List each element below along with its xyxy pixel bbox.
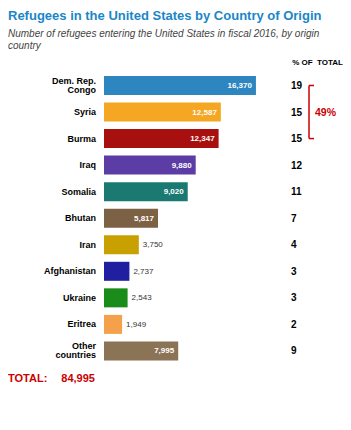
svg-text:16,370: 16,370 bbox=[227, 81, 252, 90]
svg-text:12,587: 12,587 bbox=[192, 108, 217, 117]
svg-text:19: 19 bbox=[291, 80, 303, 91]
svg-text:12,347: 12,347 bbox=[190, 134, 215, 143]
svg-text:Somalia: Somalia bbox=[61, 187, 97, 197]
svg-text:Burma: Burma bbox=[67, 134, 97, 144]
svg-text:Eritrea: Eritrea bbox=[67, 319, 97, 329]
svg-text:Iran: Iran bbox=[79, 240, 96, 250]
svg-text:2,543: 2,543 bbox=[132, 293, 153, 302]
svg-text:2,737: 2,737 bbox=[133, 267, 154, 276]
svg-text:9,880: 9,880 bbox=[172, 161, 193, 170]
svg-text:7: 7 bbox=[291, 213, 297, 224]
html-text:84,995: 84,995 bbox=[61, 372, 95, 384]
html-text:TOTAL:: TOTAL: bbox=[8, 372, 48, 384]
svg-text:2: 2 bbox=[291, 319, 297, 330]
svg-text:15: 15 bbox=[291, 107, 303, 118]
svg-text:1,949: 1,949 bbox=[126, 320, 147, 329]
svg-text:Syria: Syria bbox=[74, 107, 97, 117]
svg-text:Iraq: Iraq bbox=[79, 160, 96, 170]
svg-text:Othercountries: Othercountries bbox=[55, 341, 96, 360]
svg-text:Dem. Rep.Congo: Dem. Rep.Congo bbox=[52, 76, 97, 95]
svg-text:4: 4 bbox=[291, 239, 297, 250]
svg-text:12: 12 bbox=[291, 160, 303, 171]
svg-text:3: 3 bbox=[291, 266, 297, 277]
html-text:Number of refugees entering th: Number of refugees entering the United S… bbox=[8, 28, 320, 51]
svg-text:7,995: 7,995 bbox=[154, 346, 175, 355]
svg-text:15: 15 bbox=[291, 133, 303, 144]
svg-text:9,020: 9,020 bbox=[164, 187, 185, 196]
html-text:Refugees in the United States: Refugees in the United States by Country… bbox=[8, 8, 322, 23]
svg-text:11: 11 bbox=[291, 186, 302, 197]
svg-text:5,817: 5,817 bbox=[134, 214, 155, 223]
svg-text:9: 9 bbox=[291, 345, 297, 356]
html-text:% OF TOTAL: % OF TOTAL bbox=[292, 58, 343, 67]
svg-text:49%: 49% bbox=[315, 106, 337, 118]
svg-text:Ukraine: Ukraine bbox=[63, 293, 96, 303]
svg-text:3: 3 bbox=[291, 292, 297, 303]
svg-text:Bhutan: Bhutan bbox=[65, 213, 96, 223]
svg-text:3,750: 3,750 bbox=[143, 240, 164, 249]
svg-text:Afghanistan: Afghanistan bbox=[44, 266, 96, 276]
